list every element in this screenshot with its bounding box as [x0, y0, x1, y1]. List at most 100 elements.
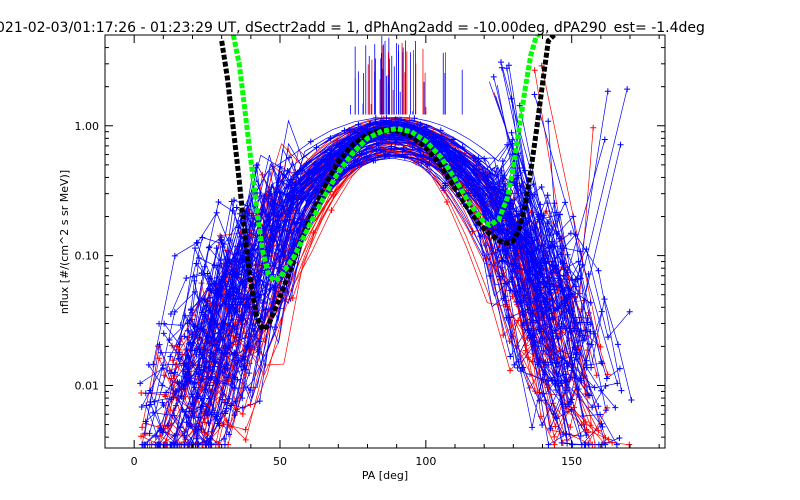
- blue-curve-marker: [569, 441, 576, 448]
- red-curve-marker: [595, 427, 602, 434]
- blue-curve-marker: [247, 387, 254, 394]
- blue-curve-marker: [558, 320, 565, 327]
- blue-curve-marker: [232, 398, 239, 405]
- blue-curve-marker: [171, 252, 178, 259]
- blue-curve: [185, 156, 582, 440]
- blue-curve-marker: [475, 166, 482, 173]
- blue-curve-marker: [614, 380, 621, 387]
- y-axis-label: nflux [#/(cm^2 s sr MeV)]: [58, 170, 71, 314]
- blue-curve-marker: [256, 398, 263, 405]
- blue-curve-marker: [219, 369, 226, 376]
- blue-curve-marker: [157, 349, 164, 356]
- blue-curve-marker: [540, 347, 547, 354]
- blue-curve-marker: [437, 127, 444, 134]
- blue-curve-marker: [228, 272, 235, 279]
- blue-curve-marker: [536, 338, 543, 345]
- blue-curve-marker: [182, 436, 189, 443]
- blue-curve-marker: [501, 172, 508, 179]
- blue-curve-marker: [565, 291, 572, 298]
- red-curve-marker: [552, 423, 559, 430]
- blue-curve-marker: [524, 306, 531, 313]
- blue-curve-marker: [201, 263, 208, 270]
- blue-curve-marker: [562, 199, 569, 206]
- blue-curve-marker: [553, 387, 560, 394]
- blue-curve-marker: [246, 370, 253, 377]
- red-curve-marker: [156, 432, 163, 439]
- blue-curve-marker: [557, 282, 564, 289]
- blue-curve-marker: [191, 379, 198, 386]
- blue-curve-marker: [222, 342, 229, 349]
- blue-curve-marker: [266, 188, 273, 195]
- blue-curve-marker: [207, 287, 214, 294]
- blue-curve-marker: [137, 380, 144, 387]
- x-tick-label: 100: [415, 455, 436, 468]
- blue-curve-marker: [385, 151, 392, 158]
- blue-curve-marker: [202, 441, 209, 448]
- blue-curve-marker: [381, 152, 388, 159]
- blue-curve-marker: [556, 211, 563, 218]
- blue-curve-marker: [527, 307, 534, 314]
- blue-curve-marker: [542, 378, 549, 385]
- blue-curve-marker: [577, 248, 584, 255]
- blue-curve-marker: [277, 224, 284, 231]
- blue-curve: [157, 142, 621, 446]
- blue-curve-marker: [561, 260, 568, 267]
- y-tick-label: 0.01: [75, 379, 100, 392]
- blue-curve-marker: [598, 420, 605, 427]
- blue-curve-marker: [206, 294, 213, 301]
- blue-curve-marker: [588, 341, 595, 348]
- blue-curve-marker: [614, 341, 621, 348]
- blue-curve-marker: [142, 418, 149, 425]
- blue-curve-marker: [564, 440, 571, 447]
- blue-curve-marker: [529, 424, 536, 431]
- blue-curve-marker: [539, 421, 546, 428]
- blue-curve-marker: [525, 327, 532, 334]
- blue-curve-marker: [531, 283, 538, 290]
- red-curve-marker: [469, 228, 476, 235]
- blue-curve-marker: [580, 337, 587, 344]
- blue-curve-marker: [570, 317, 577, 324]
- blue-curve-marker: [560, 431, 567, 438]
- blue-curve-marker: [192, 245, 199, 252]
- blue-curve-marker: [505, 62, 512, 69]
- blue-curve-marker: [487, 171, 494, 178]
- blue-curve-marker: [172, 402, 179, 409]
- blue-curve-marker: [194, 393, 201, 400]
- blue-curve-marker: [558, 439, 565, 446]
- blue-curve-marker: [176, 341, 183, 348]
- blue-curve-marker: [372, 114, 379, 121]
- blue-curve-marker: [498, 59, 505, 66]
- blue-curve-marker: [591, 384, 598, 391]
- blue-curve-marker: [626, 308, 633, 315]
- blue-curve-marker: [519, 297, 526, 304]
- red-curve-marker: [328, 207, 335, 214]
- blue-curve-marker: [545, 361, 552, 368]
- blue-curve-marker: [170, 441, 177, 448]
- blue-curve-marker: [232, 270, 239, 277]
- blue-curve-marker: [567, 374, 574, 381]
- blue-curve-marker: [498, 64, 505, 71]
- blue-curve-marker: [508, 95, 515, 102]
- red-curve-marker: [239, 411, 246, 418]
- blue-curve-marker: [378, 136, 385, 143]
- blue-curve-marker: [184, 363, 191, 370]
- blue-curve-marker: [189, 393, 196, 400]
- blue-curve-marker: [211, 262, 218, 269]
- blue-curve-marker: [480, 199, 487, 206]
- blue-curve-marker: [346, 127, 353, 134]
- red-curve-marker: [289, 294, 296, 301]
- blue-curve-marker: [222, 410, 229, 417]
- blue-curve-marker: [192, 441, 199, 448]
- blue-curve-marker: [392, 116, 399, 123]
- blue-curve-marker: [490, 73, 497, 80]
- blue-curve-marker: [227, 319, 234, 326]
- blue-curve-marker: [519, 364, 526, 371]
- blue-curve-marker: [298, 219, 305, 226]
- blue-curve-marker: [541, 297, 548, 304]
- blue-curve-marker: [552, 269, 559, 276]
- x-tick-label: 150: [561, 455, 582, 468]
- blue-curve-marker: [585, 270, 592, 277]
- blue-curve-marker: [538, 184, 545, 191]
- blue-curve-marker: [559, 401, 566, 408]
